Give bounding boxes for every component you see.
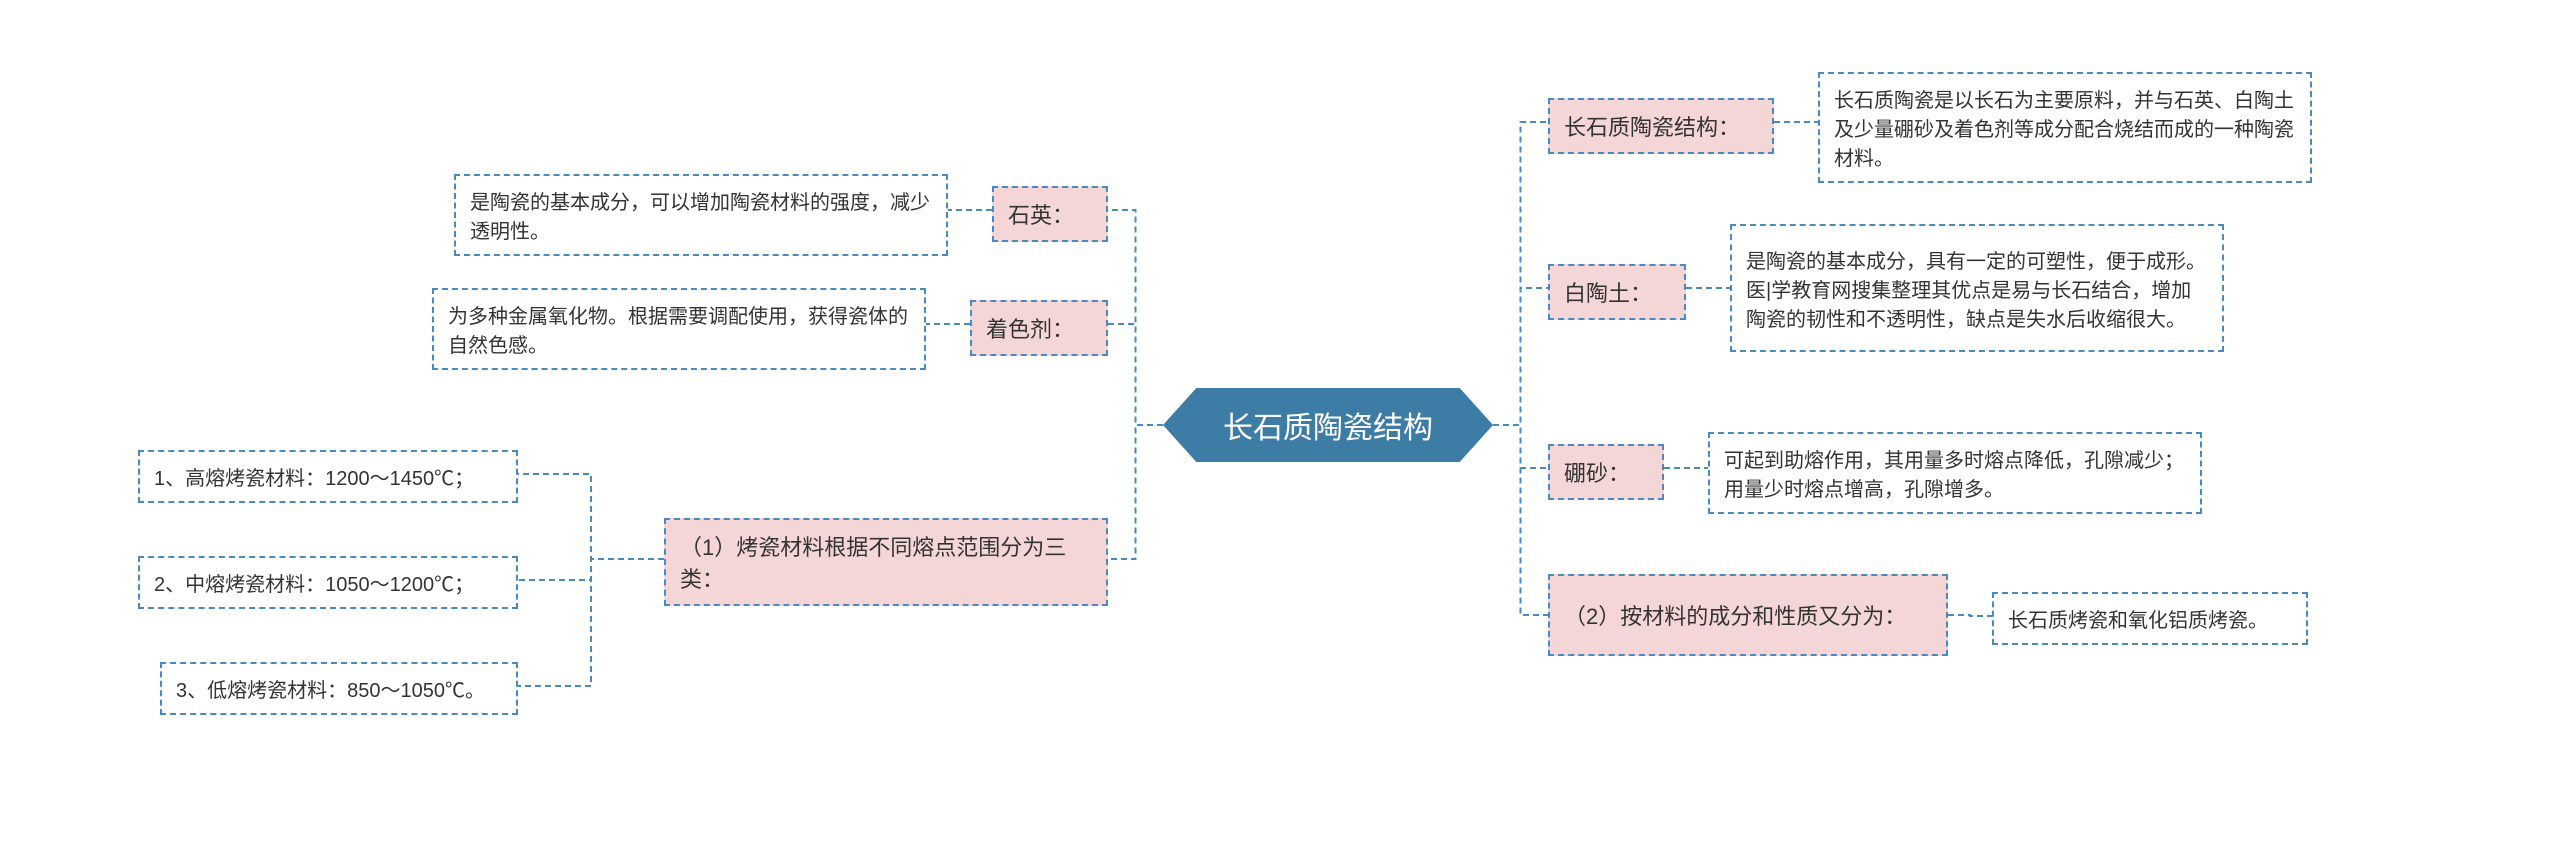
center-node: 长石质陶瓷结构 — [1163, 388, 1493, 462]
leaf-quartz-desc: 是陶瓷的基本成分，可以增加陶瓷材料的强度，减少透明性。 — [454, 174, 948, 256]
branch-structure: 长石质陶瓷结构： — [1548, 98, 1774, 154]
center-label: 长石质陶瓷结构 — [1223, 403, 1433, 447]
branch-kaolin: 白陶土： — [1548, 264, 1686, 320]
branch-cat2: （2）按材料的成分和性质又分为： — [1548, 574, 1948, 656]
branch-borax: 硼砂： — [1548, 444, 1664, 500]
leaf-cat1-high: 1、高熔烤瓷材料：1200～1450℃； — [138, 450, 518, 503]
leaf-kaolin-desc: 是陶瓷的基本成分，具有一定的可塑性，便于成形。医|学教育网搜集整理其优点是易与长… — [1730, 224, 2224, 352]
leaf-colorant-desc: 为多种金属氧化物。根据需要调配使用，获得瓷体的自然色感。 — [432, 288, 926, 370]
leaf-borax-desc: 可起到助熔作用，其用量多时熔点降低，孔隙减少；用量少时熔点增高，孔隙增多。 — [1708, 432, 2202, 514]
branch-cat1: （1）烤瓷材料根据不同熔点范围分为三类： — [664, 518, 1108, 606]
leaf-cat2-desc: 长石质烤瓷和氧化铝质烤瓷。 — [1992, 592, 2308, 645]
leaf-cat1-mid: 2、中熔烤瓷材料：1050～1200℃； — [138, 556, 518, 609]
leaf-structure-desc: 长石质陶瓷是以长石为主要原料，并与石英、白陶土及少量硼砂及着色剂等成分配合烧结而… — [1818, 72, 2312, 183]
branch-colorant: 着色剂： — [970, 300, 1108, 356]
leaf-cat1-low: 3、低熔烤瓷材料：850～1050℃。 — [160, 662, 518, 715]
branch-quartz: 石英： — [992, 186, 1108, 242]
